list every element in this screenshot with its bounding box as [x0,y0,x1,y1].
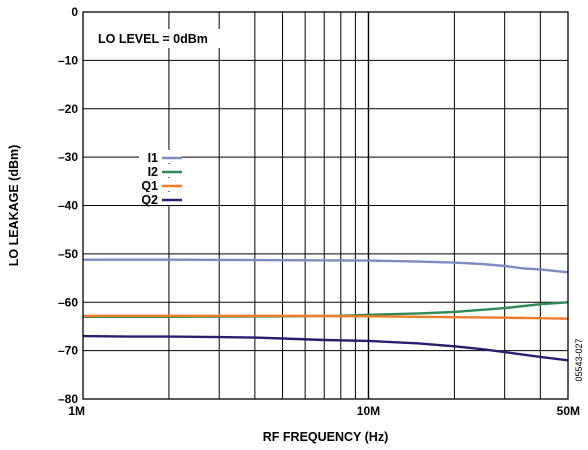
y-tick-label: –30 [58,150,78,164]
y-tick-label: –10 [58,53,78,67]
legend-bg [139,164,181,177]
x-tick-labels: 1M 10M 50M [68,404,580,418]
x-tick-label: 1M [68,404,85,418]
legend-label-q2: Q2 [141,193,158,207]
x-axis-label: RF FREQUENCY (Hz) [263,430,388,444]
annotation: LO LEVEL = 0dBm [94,29,244,48]
y-tick-label: –80 [58,392,78,406]
legend-bg [139,192,181,205]
x-tick-label: 10M [357,404,380,418]
grid [83,11,568,400]
y-tick-label: –50 [58,247,78,261]
y-tick-label: –40 [58,199,78,213]
y-tick-label: 0 [71,5,78,19]
legend-label-i2: I2 [148,165,158,179]
legend-label-q1: Q1 [141,179,158,193]
plot-frame [82,11,569,400]
annotation-text: LO LEVEL = 0dBm [98,32,208,46]
y-tick-label: –20 [58,102,78,116]
legend-bg [139,150,181,163]
series-line-i1 [83,258,569,274]
legend-bg [139,178,181,191]
y-tick-label: –70 [58,344,78,358]
legend-label-i1: I1 [148,151,158,165]
y-tick-label: –60 [58,295,78,309]
series-layer [82,258,569,362]
y-axis-label: LO LEAKAGE (dBm) [7,145,21,267]
series-line-q2 [82,334,569,362]
series-line-q1 [83,314,569,320]
figure-code: 05543-027 [574,338,584,381]
x-tick-label: 50M [557,404,580,418]
y-tick-labels: 0 –10 –20 –30 –40 –50 –60 –70 –80 [58,5,78,406]
